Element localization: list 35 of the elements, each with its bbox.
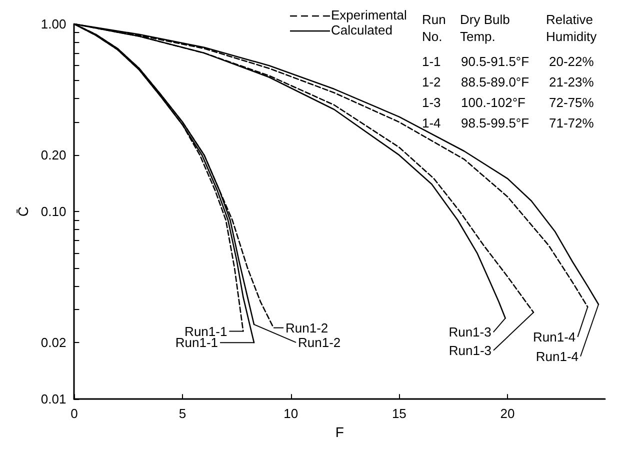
y-tick-label: 0.01 [40,392,66,407]
annotation: 98.5-99.5°F [461,116,530,130]
annotation: Run1-4 [533,329,576,344]
annotation: 20-22% [549,54,594,69]
annotation: Run1-3 [448,324,492,340]
y-tick-label: 0.10 [40,204,66,220]
x-tick-label: 10 [284,406,298,422]
annotation: Run No. [422,12,446,44]
legend-label: Calculated [331,22,392,38]
y-tick-label: 0.02 [40,335,66,350]
annotation: 1-3 [422,95,441,110]
annotation: Relative Humidity [546,12,598,44]
annotation: Run1-2 [286,320,328,336]
annotation: 72-75% [549,95,594,110]
annotation: 21-23% [549,74,594,90]
x-tick-label: 5 [178,406,186,422]
y-tick-label: 1.00 [40,16,66,32]
annotation: 71-72% [549,116,594,130]
annotation: Run1-4 [536,348,578,364]
y-tick-label: 0.20 [40,148,66,163]
annotation: Dry Bulb Temp. [460,12,510,44]
annotation: 100.-102°F [461,95,526,110]
annotation: 1-2 [422,74,441,90]
annotation: 90.5-91.5°F [461,54,530,69]
legend-label: Experimental [331,8,407,22]
annotation: 88.5-89.0°F [461,74,530,90]
y-axis-title: C̄ [15,206,31,217]
annotation: 1-1 [422,54,441,69]
x-axis-title: F [335,424,344,440]
annotation: Run1-2 [298,334,341,350]
x-tick-label: 0 [70,406,78,422]
x-tick-label: 15 [392,406,406,422]
annotation: 1-4 [422,116,441,130]
annotation: Run1-3 [448,342,492,358]
x-tick-label: 20 [500,406,515,422]
